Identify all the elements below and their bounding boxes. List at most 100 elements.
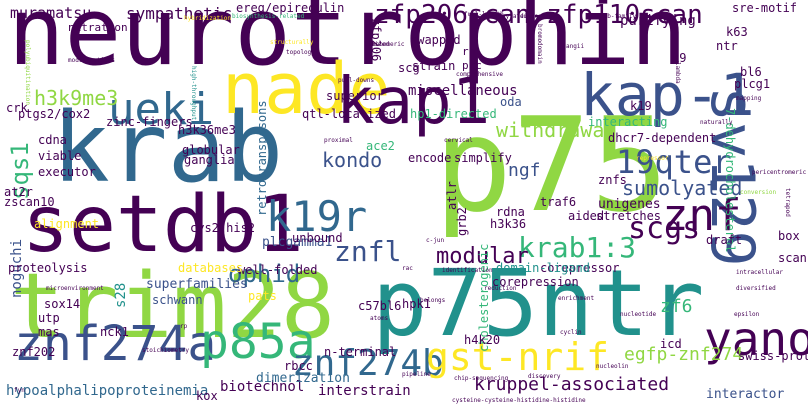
word-icd: icd xyxy=(660,337,682,351)
word-oda: oda xyxy=(500,95,522,109)
word-ueki: ueki xyxy=(108,84,214,135)
word-domain-ligand: domain-ligand xyxy=(496,261,590,275)
word-zfp206: zfp206 xyxy=(369,18,383,62)
word-h3k36: h3k36 xyxy=(490,217,527,231)
word-intracellular: intracellular xyxy=(736,269,783,276)
word-crk: crk xyxy=(6,101,28,115)
word-traf6: traf6 xyxy=(540,195,577,209)
word-structurally: structurally xyxy=(270,39,314,46)
word-nade: nade xyxy=(222,48,391,130)
word-databases: databases xyxy=(178,261,244,275)
word-krab: krab xyxy=(52,92,284,204)
word-dimerization: dimerization xyxy=(256,371,350,386)
word-encode: encode xyxy=(408,151,452,165)
word-k9: k9 xyxy=(672,51,687,65)
word-identification: identification xyxy=(442,267,493,274)
word-s28: s28 xyxy=(113,282,129,308)
word-utp: utp xyxy=(38,311,60,325)
word-proteolysis: proteolysis xyxy=(8,261,88,275)
word-superfamilies: superfamilies xyxy=(146,277,248,292)
word-znf: znf xyxy=(662,190,742,241)
word-pats: pats xyxy=(248,289,277,303)
word-interstrain: interstrain xyxy=(318,383,411,399)
word-simplify: simplify xyxy=(454,151,512,165)
word-rdna: rdna xyxy=(496,205,525,219)
word-discovery: discovery xyxy=(528,373,561,380)
word-box: box xyxy=(778,229,800,243)
word-aided: aided xyxy=(568,209,605,223)
word-zfp206scan: zfp206scan-zfp110scan xyxy=(374,0,703,30)
word-discordant: discordant xyxy=(520,13,557,20)
word-kap1: kap1 xyxy=(336,65,491,139)
word-krab1-3: krab1:3 xyxy=(518,231,637,264)
word-superior: superior xyxy=(326,89,384,103)
word-sre-motif: sre-motif xyxy=(732,1,798,15)
word-ptgs2-cox2: ptgs2/cox2 xyxy=(18,107,91,121)
word-setdb1: setdb1 xyxy=(22,180,304,270)
word-hypoalphalipoproteinemia: hypoalphalipoproteinemia xyxy=(6,383,209,399)
word-h4k20: h4k20 xyxy=(464,333,501,347)
word-prc: prc xyxy=(462,59,482,72)
word-pipeline: pipeline xyxy=(402,371,431,378)
word-diversified: diversified xyxy=(736,285,776,292)
word-biotinylated: biotinylated xyxy=(484,13,528,20)
word-grb2: grb2 xyxy=(455,207,469,236)
word-ophid: ophid xyxy=(228,260,301,288)
word-rp: rp xyxy=(180,323,188,330)
word-ereg-epiregulin: ereg/epiregulin xyxy=(236,1,345,15)
word-zscan10: zscan10 xyxy=(4,195,55,209)
word-polyubiquitination: polyubiquitination xyxy=(24,40,31,106)
word-belongs: belongs xyxy=(420,297,446,304)
word-scg: scg xyxy=(398,61,420,75)
word-h3k36me3: h3k36me3 xyxy=(178,123,236,137)
word-scan: scan xyxy=(778,251,807,265)
word-limited: limited xyxy=(364,41,390,48)
word-interacting: interacting xyxy=(588,115,668,129)
word-withdrawal: withdrawal xyxy=(496,118,617,142)
word-corepression: corepression xyxy=(492,275,579,289)
word-mas: mas xyxy=(38,325,60,339)
word-stoichiometry: stoichiometry xyxy=(142,347,189,354)
word-cervical: cervical xyxy=(444,137,473,144)
word-znfs: znfs xyxy=(598,173,627,187)
word-full-length: full-length xyxy=(464,11,504,18)
word-kap-1: kap-1 xyxy=(580,61,755,129)
word-conversion: conversion xyxy=(740,189,777,196)
word-nucleolin: nucleolin xyxy=(596,363,629,370)
word-cyclin: cyclin xyxy=(560,329,582,336)
word-sympathetic: sympathetic xyxy=(126,4,232,23)
word-p85a: p85a xyxy=(200,314,316,370)
word-swapped: swapped xyxy=(410,33,461,47)
word-epsilon: epsilon xyxy=(734,311,760,318)
word-globular: globular xyxy=(182,143,240,157)
word-reduction: reduction xyxy=(484,285,517,292)
word-cysteine-cysteine-histidine-histidine: cysteine-cysteine-histidine-histidine xyxy=(452,397,586,404)
word-kox: kox xyxy=(196,389,218,403)
word-unbound: unbound xyxy=(292,231,343,245)
word-sox14: sox14 xyxy=(44,297,81,311)
word-microenvironment: microenvironment xyxy=(46,285,104,292)
word-znfl: znfl xyxy=(334,235,402,268)
word-enrichment: enrichment xyxy=(558,295,595,302)
word-rac: rac xyxy=(402,265,413,272)
word-biotechnol: biotechnol xyxy=(220,379,305,395)
word-schwann: schwann xyxy=(152,293,203,307)
word-naturally: naturally xyxy=(700,119,733,126)
word-ganglia: ganglia xyxy=(184,153,235,167)
word-monomeric: monomeric xyxy=(372,41,405,48)
word-p75: p75 xyxy=(434,89,669,241)
word-sumolyated: sumolyated xyxy=(622,176,743,200)
word-zinc-fingers: zinc-fingers xyxy=(106,115,193,129)
word-pericentromeric: pericentromeric xyxy=(752,169,807,176)
word-rh: rh xyxy=(462,45,476,58)
word-kondo: kondo xyxy=(322,148,383,172)
word-stretches: stretches xyxy=(596,209,662,223)
word-znf274a: znf274a xyxy=(14,316,217,372)
word-alignment: alignment xyxy=(34,217,100,231)
word-kruppel-associated: kruppel-associated xyxy=(474,374,670,395)
word-retrotransposons: retrotransposons xyxy=(255,100,269,216)
word-zf6: zf6 xyxy=(660,296,693,317)
word-nck1: nck1 xyxy=(100,325,129,339)
word-bromodomain: bromodomain xyxy=(536,24,543,64)
word-hpk1: hpk1 xyxy=(402,297,431,311)
